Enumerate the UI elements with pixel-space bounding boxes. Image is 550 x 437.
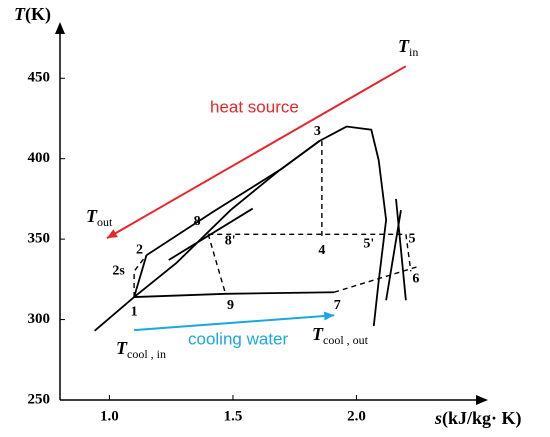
flow-arrow bbox=[134, 314, 335, 332]
y-tick-label: 400 bbox=[28, 150, 51, 166]
process-line bbox=[133, 254, 148, 298]
y-label-symbol: T bbox=[14, 4, 26, 24]
y-tick-label: 350 bbox=[28, 231, 51, 247]
state-point-label: 6 bbox=[412, 272, 419, 287]
annotation: cooling water bbox=[188, 329, 289, 348]
temperature-symbol: T bbox=[312, 324, 324, 344]
x-label-symbol: s bbox=[434, 408, 442, 428]
y-axis-label: T(K) bbox=[14, 4, 51, 25]
process-line bbox=[395, 198, 407, 301]
y-label-unit: (K) bbox=[25, 4, 51, 25]
state-point-label: 3 bbox=[314, 124, 321, 139]
temperature-symbol: T bbox=[86, 206, 98, 226]
x-axis-arrow bbox=[476, 395, 488, 405]
state-point-label: 9 bbox=[227, 298, 234, 313]
arrow-head bbox=[106, 229, 118, 239]
process-line bbox=[94, 125, 388, 332]
flow-arrow bbox=[106, 65, 407, 240]
process-line bbox=[134, 291, 335, 298]
state-point-label: 5 bbox=[408, 232, 415, 247]
temperature-symbol: T bbox=[398, 36, 410, 56]
state-point-label: 7 bbox=[334, 298, 341, 313]
temperature-label: Tcool , in bbox=[116, 338, 166, 361]
process-line bbox=[145, 140, 320, 256]
temperature-subscript: cool , out bbox=[323, 333, 369, 347]
state-point-label: 8' bbox=[225, 234, 236, 249]
state-point-label: 4 bbox=[318, 243, 325, 258]
dashed-process-line bbox=[207, 234, 227, 295]
x-tick-label: 1.0 bbox=[100, 408, 119, 424]
x-tick-label: 1.5 bbox=[224, 408, 243, 424]
y-tick-label: 300 bbox=[28, 311, 51, 327]
y-axis-arrow bbox=[55, 22, 65, 34]
dashed-process-line bbox=[133, 254, 148, 298]
x-tick-label: 2.0 bbox=[347, 408, 366, 424]
state-point-label: 2s bbox=[112, 264, 125, 279]
temperature-subscript: out bbox=[97, 215, 113, 229]
x-axis-label: s(kJ/kg· K) bbox=[434, 408, 522, 429]
temperature-label: Tout bbox=[86, 206, 113, 229]
temperature-symbol: T bbox=[116, 338, 128, 358]
y-tick-label: 450 bbox=[28, 70, 51, 86]
y-tick-label: 250 bbox=[28, 391, 51, 407]
state-point-label: 8 bbox=[194, 214, 201, 229]
dashed-process-line bbox=[334, 265, 419, 293]
temperature-label: Tin bbox=[398, 36, 418, 59]
state-point-label: 1 bbox=[131, 304, 138, 319]
temperature-subscript: cool , in bbox=[127, 347, 166, 361]
temperature-subscript: in bbox=[409, 45, 418, 59]
process-line bbox=[385, 210, 402, 301]
dashed-process-line bbox=[405, 234, 412, 272]
arrow-head bbox=[323, 311, 335, 321]
state-point-label: 5' bbox=[363, 237, 374, 252]
x-label-unit: (kJ/kg· K) bbox=[442, 408, 522, 429]
state-point-label: 2 bbox=[136, 242, 143, 257]
temperature-label: Tcool , out bbox=[312, 324, 369, 347]
annotation: heat source bbox=[210, 97, 299, 116]
